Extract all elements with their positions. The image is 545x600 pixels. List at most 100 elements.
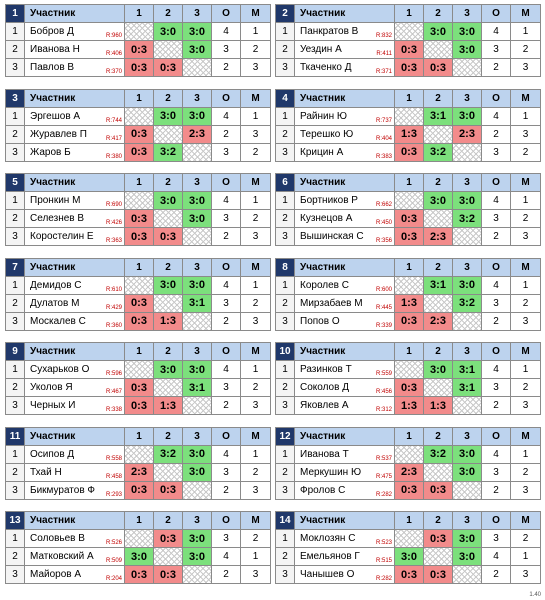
player-rating: R:383: [375, 153, 392, 160]
table-row: 2 Емельянов Г R:515 3:0 3:0 4 1: [275, 547, 541, 566]
place-cell: 1: [510, 191, 541, 210]
row-number: 1: [5, 275, 25, 295]
points-cell: 3: [211, 378, 241, 397]
group-table-4: 4 Участник 1 2 3 О М 1 Райнин Ю R:737 3:1 3:0 4 1 2 Тер…: [275, 88, 541, 162]
player-cell: Терешко Ю R:404: [294, 124, 395, 144]
player-name: Селезнев В: [30, 213, 85, 224]
player-name: Фролов С: [300, 484, 346, 496]
header-col-3: 3: [452, 257, 482, 277]
score-cell: 3:0: [452, 22, 482, 41]
score-cell: 3:0: [153, 22, 183, 41]
header-place: М: [510, 257, 541, 277]
row-number: 2: [5, 40, 25, 59]
group-header: 1 Участник 1 2 3 О М: [5, 4, 271, 23]
table-row: 1 Бобров Д R:960 3:0 3:0 4 1: [5, 22, 271, 41]
table-row: 3 Яковлев А R:312 1:3 1:3 2 3: [275, 396, 541, 415]
player-rating: R:596: [105, 371, 122, 377]
place-cell: 3: [510, 311, 541, 331]
player-rating: R:690: [105, 202, 122, 208]
player-name: Соколов Д: [300, 382, 349, 393]
points-cell: 4: [211, 191, 241, 210]
table-row: 2 Уездин А R:411 0:3 3:0 3 2: [275, 40, 541, 59]
player-cell: Панкратов В R:832: [294, 22, 395, 41]
place-cell: 1: [240, 106, 271, 126]
player-rating: R:445: [375, 304, 392, 311]
player-name: Крицин А: [300, 146, 344, 158]
header-points: О: [211, 173, 241, 192]
group-number: 5: [5, 173, 25, 192]
points-cell: 2: [211, 311, 241, 331]
score-cell: 3:1: [423, 106, 453, 126]
self-cell: [423, 462, 453, 482]
score-cell: 0:3: [153, 529, 183, 548]
player-name: Матковский А: [30, 551, 94, 562]
header-points: О: [211, 342, 241, 361]
points-cell: 2: [211, 565, 241, 584]
points-cell: 2: [211, 58, 241, 77]
header-col-2: 2: [423, 88, 453, 108]
header-place: М: [510, 511, 541, 530]
player-rating: R:509: [105, 558, 122, 564]
score-cell: 3:0: [452, 444, 482, 464]
group-number: 12: [275, 426, 295, 446]
header-points: О: [481, 342, 511, 361]
score-cell: 3:0: [452, 106, 482, 126]
player-rating: R:456: [375, 389, 392, 395]
player-rating: R:411: [376, 51, 392, 57]
player-rating: R:610: [105, 286, 122, 293]
player-cell: Демидов С R:610: [24, 275, 125, 295]
player-name: Москалев С: [30, 315, 86, 327]
place-cell: 2: [240, 293, 271, 313]
score-cell: 3:0: [153, 275, 183, 295]
header-col-2: 2: [423, 4, 453, 23]
header-col-1: 1: [394, 511, 424, 530]
place-cell: 3: [240, 311, 271, 331]
player-rating: R:404: [375, 135, 392, 142]
score-cell: 0:3: [124, 293, 154, 313]
points-cell: 3: [481, 293, 511, 313]
player-cell: Ткаченко Д R:371: [294, 58, 395, 77]
place-cell: 1: [240, 547, 271, 566]
player-name: Демидов С: [30, 279, 82, 291]
table-row: 3 Павлов В R:370 0:3 0:3 2 3: [5, 58, 271, 77]
score-cell: 3:1: [182, 378, 212, 397]
header-col-3: 3: [182, 173, 212, 192]
points-cell: 3: [211, 462, 241, 482]
player-cell: Разинков Т R:559: [294, 360, 395, 379]
points-cell: 4: [211, 106, 241, 126]
self-cell: [182, 565, 212, 584]
score-cell: 3:1: [423, 275, 453, 295]
table-row: 2 Меркушин Ю R:475 2:3 3:0 3 2: [275, 462, 541, 482]
points-cell: 2: [481, 565, 511, 584]
points-cell: 2: [211, 480, 241, 500]
player-name: Яковлев А: [300, 400, 349, 411]
score-cell: 1:3: [153, 396, 183, 415]
header-col-1: 1: [394, 88, 424, 108]
score-cell: 0:3: [394, 480, 424, 500]
table-row: 2 Дулатов М R:429 0:3 3:1 3 2: [5, 293, 271, 313]
self-cell: [423, 209, 453, 228]
score-cell: 0:3: [394, 142, 424, 162]
points-cell: 3: [211, 142, 241, 162]
points-cell: 4: [481, 275, 511, 295]
header-participant: Участник: [24, 4, 125, 23]
player-cell: Райнин Ю R:737: [294, 106, 395, 126]
points-cell: 4: [211, 360, 241, 379]
group-header: 10 Участник 1 2 3 О М: [275, 342, 541, 361]
place-cell: 3: [510, 565, 541, 584]
table-row: 2 Журавлев П R:417 0:3 2:3 2 3: [5, 124, 271, 144]
self-cell: [394, 275, 424, 295]
score-cell: 3:0: [153, 191, 183, 210]
place-cell: 3: [240, 58, 271, 77]
player-cell: Меркушин Ю R:475: [294, 462, 395, 482]
header-points: О: [211, 511, 241, 530]
player-name: Мирзабаев М: [300, 297, 363, 309]
player-cell: Сухарьков О R:596: [24, 360, 125, 379]
player-name: Уколов Я: [30, 382, 73, 393]
self-cell: [394, 444, 424, 464]
table-row: 3 Фролов С R:282 0:3 0:3 2 3: [275, 480, 541, 500]
header-participant: Участник: [24, 88, 125, 108]
place-cell: 1: [510, 360, 541, 379]
score-cell: 0:3: [394, 227, 424, 246]
player-cell: Чанышев О R:282: [294, 565, 395, 584]
